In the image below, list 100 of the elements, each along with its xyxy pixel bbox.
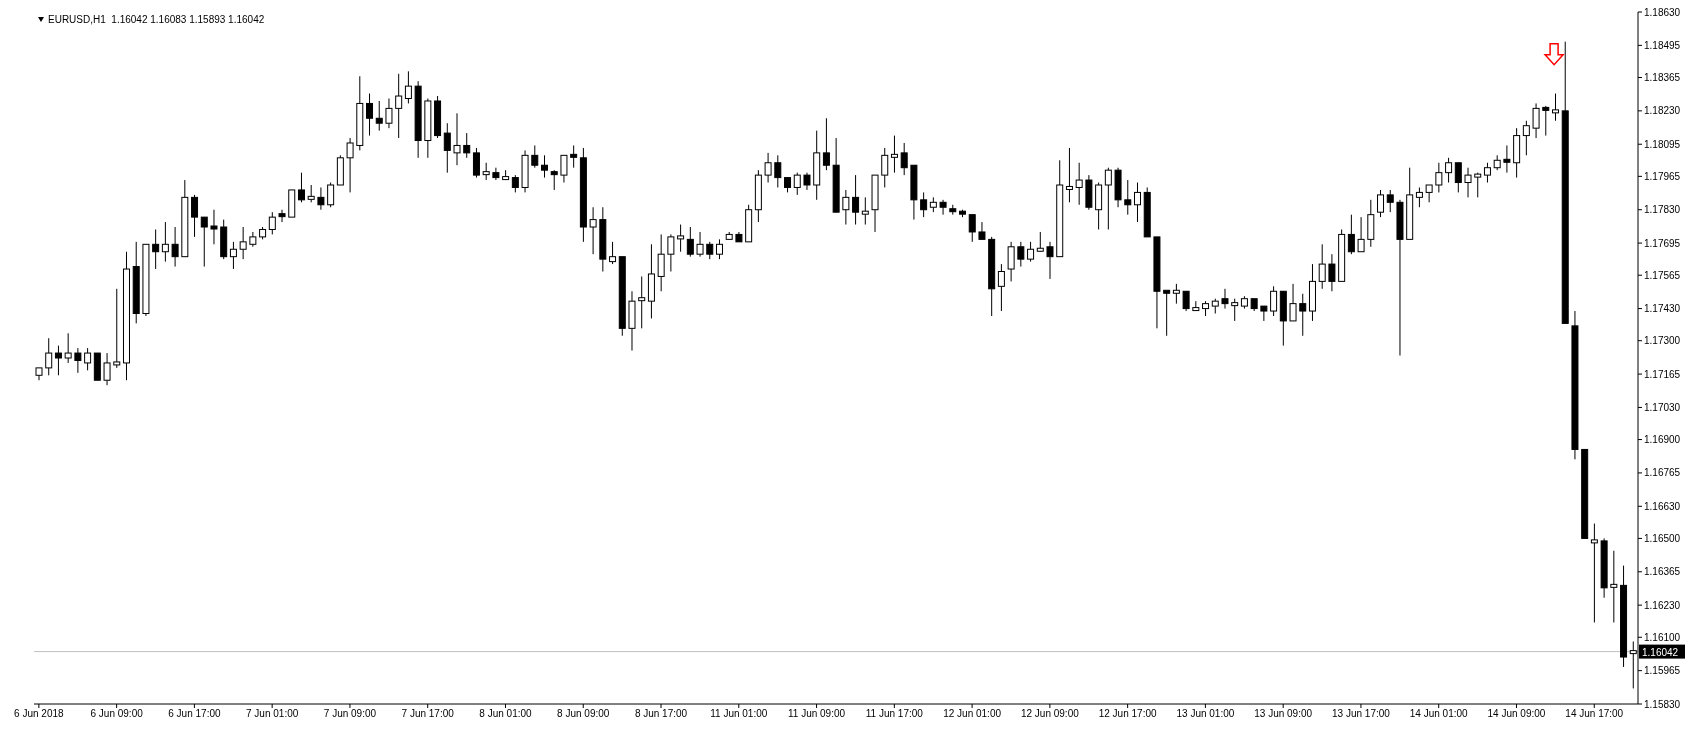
x-tick-label: 14 Jun 01:00 <box>1409 708 1469 720</box>
candlestick <box>1552 93 1560 122</box>
candlestick <box>861 196 869 226</box>
candlestick <box>881 147 889 188</box>
x-tick-label: 6 Jun 17:00 <box>168 708 221 720</box>
candlestick <box>385 98 393 129</box>
candlestick <box>696 231 704 258</box>
candlestick <box>64 332 72 364</box>
candlestick <box>297 172 305 203</box>
candlestick <box>346 137 354 193</box>
candlestick <box>1007 241 1015 282</box>
candlestick <box>1445 157 1453 184</box>
y-tick-label: 1.17165 <box>1644 368 1681 380</box>
x-tick-label: 14 Jun 17:00 <box>1565 708 1624 720</box>
x-tick-label: 11 Jun 17:00 <box>865 708 924 720</box>
candlestick <box>560 154 568 184</box>
x-tick-label: 12 Jun 17:00 <box>1098 708 1157 720</box>
candlestick <box>404 70 412 104</box>
y-tick-label: 1.18365 <box>1644 72 1681 84</box>
candlestick <box>890 135 898 174</box>
y-tick-label: 1.16365 <box>1644 566 1681 578</box>
candlestick <box>900 142 908 176</box>
y-tick-label: 1.17965 <box>1644 170 1681 182</box>
candlestick <box>1425 184 1433 203</box>
candlestick <box>463 132 471 159</box>
candlestick <box>1474 172 1482 198</box>
candlestick <box>191 194 199 238</box>
candlestick <box>45 337 53 376</box>
y-tick-label: 1.18230 <box>1644 105 1681 117</box>
x-tick-label: 8 Jun 09:00 <box>557 708 610 720</box>
x-tick-label: 7 Jun 09:00 <box>323 708 377 720</box>
candlestick <box>103 352 111 386</box>
candlestick <box>1464 167 1472 198</box>
candlestick <box>531 144 539 169</box>
candlestick <box>939 199 947 216</box>
candlestick <box>375 100 383 132</box>
candlestick <box>84 347 92 371</box>
candlestick <box>1590 523 1598 623</box>
candlestick <box>822 117 830 171</box>
candlestick <box>968 214 976 243</box>
candlestick <box>793 172 801 196</box>
candlestick <box>1104 167 1112 230</box>
y-tick-label: 1.16230 <box>1644 599 1681 611</box>
candlestick <box>1221 288 1229 310</box>
y-tick-label: 1.17430 <box>1644 303 1681 315</box>
candlestick <box>1610 550 1618 623</box>
candlestick <box>453 112 461 166</box>
candlestick <box>764 152 772 184</box>
candlestick <box>1046 241 1054 280</box>
y-tick-label: 1.15830 <box>1644 698 1681 710</box>
x-tick-label: 8 Jun 01:00 <box>479 708 533 720</box>
x-tick-label: 12 Jun 01:00 <box>943 708 1002 720</box>
candlestick <box>327 182 335 208</box>
candlestick <box>268 211 276 235</box>
candlestick <box>920 191 928 218</box>
y-tick-label: 1.16765 <box>1644 467 1681 479</box>
candlestick <box>677 224 685 253</box>
candlestick <box>395 73 403 139</box>
candlestick <box>1542 105 1550 137</box>
candlestick <box>366 93 374 137</box>
candlestick <box>774 154 782 188</box>
y-tick-label: 1.18630 <box>1644 6 1681 18</box>
candlestick <box>997 263 1005 312</box>
candlestick <box>210 209 218 245</box>
candlestick <box>443 122 451 174</box>
candlestick <box>1163 289 1171 337</box>
candlestick <box>1036 231 1044 253</box>
candlestick <box>54 345 62 376</box>
y-tick-label: 1.16100 <box>1644 631 1681 643</box>
x-tick-label: 12 Jun 09:00 <box>1020 708 1080 720</box>
candlestick <box>1124 179 1132 216</box>
y-tick-label: 1.15965 <box>1644 665 1681 677</box>
y-tick-label: 1.16900 <box>1644 434 1681 446</box>
candlestick <box>113 288 121 369</box>
candlestick <box>1532 102 1540 139</box>
candlestick <box>1134 182 1141 223</box>
y-tick-label: 1.18095 <box>1644 138 1681 150</box>
y-tick-label: 1.17830 <box>1644 204 1681 216</box>
candlestick <box>589 206 597 255</box>
candlestick <box>657 233 665 292</box>
x-tick-label: 14 Jun 09:00 <box>1487 708 1546 720</box>
x-tick-label: 11 Jun 01:00 <box>710 708 768 720</box>
candlestick <box>1415 186 1423 208</box>
candlestick <box>715 238 723 260</box>
candlestick <box>541 154 548 179</box>
candlestick <box>1075 162 1083 206</box>
candlestick <box>1318 243 1326 290</box>
candlestick <box>74 347 82 374</box>
x-tick-label: 7 Jun 01:00 <box>246 708 299 720</box>
candlestick <box>550 169 558 191</box>
candlestick <box>1522 120 1530 156</box>
x-tick-label: 6 Jun 09:00 <box>90 708 144 720</box>
candlestick <box>1483 162 1491 184</box>
candlestick <box>229 241 237 270</box>
candlestick <box>152 228 160 270</box>
candlestick <box>492 167 500 181</box>
candlestick <box>1289 283 1297 322</box>
x-tick-label: 13 Jun 01:00 <box>1176 708 1235 720</box>
candlestick <box>1377 189 1385 218</box>
candlestick <box>852 174 860 226</box>
